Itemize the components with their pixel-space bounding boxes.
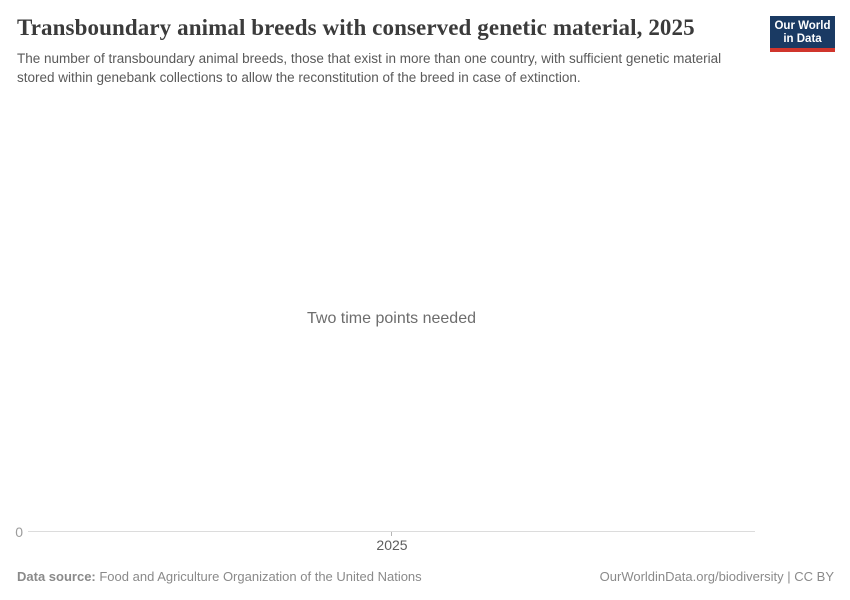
- plot-area: [28, 100, 755, 530]
- chart-title: Transboundary animal breeds with conserv…: [17, 15, 695, 40]
- empty-state-message: Two time points needed: [307, 310, 476, 327]
- chart-subtitle: The number of transboundary animal breed…: [17, 51, 722, 85]
- x-axis-tick-mark: [391, 532, 392, 536]
- y-axis-tick-label: 0: [15, 524, 23, 540]
- data-source-value: Food and Agriculture Organization of the…: [95, 569, 422, 584]
- data-source-note: Data source: Food and Agriculture Organi…: [17, 569, 422, 584]
- data-source-label: Data source:: [17, 569, 96, 584]
- x-axis-line: [28, 531, 755, 532]
- owid-logo: Our World in Data: [770, 16, 835, 52]
- owid-logo-line1: Our World: [774, 20, 831, 32]
- owid-logo-line2: in Data: [783, 33, 822, 45]
- x-axis-tick-label: 2025: [376, 537, 408, 553]
- attribution-note: OurWorldinData.org/biodiversity | CC BY: [599, 569, 834, 584]
